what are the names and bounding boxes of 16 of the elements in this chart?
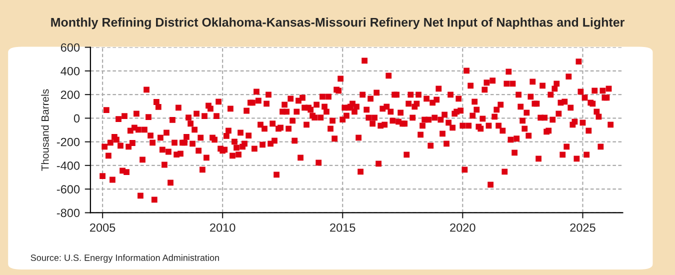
y-tick-label: 600	[60, 43, 80, 52]
chart-title: Monthly Refining District Oklahoma-Kansas-Missouri Refinery Net Input of Naphthas and Lighter	[51, 18, 625, 30]
y-axis-title: Thousand Barrels	[41, 89, 49, 171]
source-note: Source: U.S. Energy Information Administration	[30, 254, 219, 263]
x-tick-label: 2020	[450, 223, 476, 232]
x-tick-label: 2005	[90, 223, 116, 232]
x-tick-label: 2025	[570, 223, 596, 232]
x-tick-label: 2010	[210, 223, 236, 232]
y-tick-label: 200	[60, 90, 80, 99]
y-tick-label: 0	[74, 114, 80, 123]
y-tick-label: -800	[56, 208, 80, 218]
y-tick-label: -200	[56, 138, 80, 146]
x-tick-label: 2015	[330, 223, 356, 232]
y-tick-label: -400	[56, 161, 80, 170]
y-tick-label: 400	[60, 66, 80, 76]
y-tick-label: -600	[56, 185, 80, 194]
